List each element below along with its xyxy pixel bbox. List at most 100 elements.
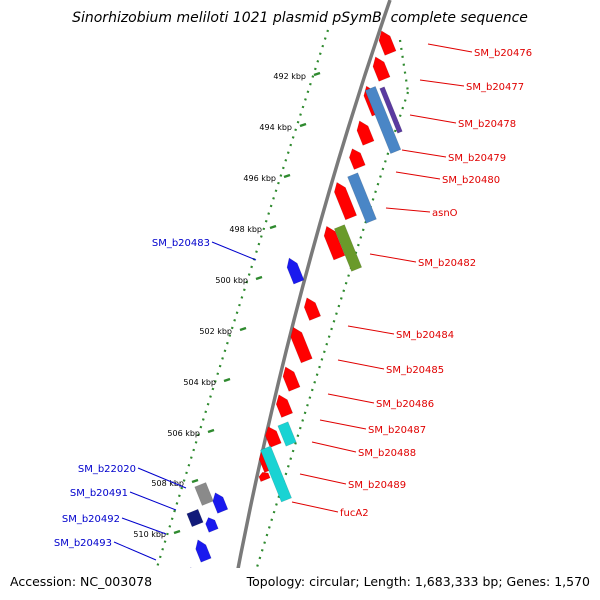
cds-forward-6-shape [334,181,358,221]
cds-forward-12 [264,426,282,448]
cog-box-purple [379,86,403,134]
cds-forward-6 [334,181,358,221]
scale-tick [223,377,231,383]
cog-box-blue-2-shape [347,172,377,224]
cds-forward-1 [378,30,397,56]
backbone-line [230,0,392,600]
cds-forward-10 [282,366,301,392]
cds-reverse-3 [205,517,219,533]
leader-line-sm_b22020 [137,467,187,489]
tick-track-1 [148,29,330,591]
scale-label-502-kbp: 502 kbp [199,327,232,336]
leader-line-sm_b20493 [113,541,157,561]
gene-label-sm_b20483: SM_b20483 [152,238,210,249]
scale-tick [239,326,247,332]
leader-line-asno [385,207,431,213]
cog-box-cyan-1-shape [277,421,297,447]
cds-forward-5-shape [348,148,366,170]
scale-tick [207,428,215,434]
cds-forward-10-shape [282,366,301,392]
leader-line-sm_b20476 [427,43,473,53]
cds-forward-2 [372,56,391,82]
scale-tick [191,478,199,484]
footer-background [0,568,600,600]
leader-line-sm_b20478 [409,114,457,124]
gene-label-asno: asnO [432,208,458,219]
accession-text: Accession: NC_003078 [10,574,152,589]
cds-forward-12-shape [264,426,282,448]
scale-label-510-kbp: 510 kbp [133,530,166,539]
leader-line-sm_b20487 [319,419,367,430]
leader-line-sm_b20491 [129,491,177,511]
cog-box-cyan-2 [260,445,292,503]
leader-line-sm_b20486 [327,393,375,404]
cds-reverse-3-shape [205,517,219,533]
cds-reverse-1-shape [286,257,305,285]
cog-box-olive [333,224,363,272]
cog-box-olive-shape [333,224,363,272]
cds-forward-8 [303,297,322,321]
cds-forward-11 [275,394,294,418]
leader-line-sm_b20483 [211,241,257,261]
cog-box-gray [194,482,214,506]
leader-line-sm_b20488 [311,441,357,453]
gene-label-sm_b20493: SM_b20493 [54,538,112,549]
map-title: Sinorhizobium meliloti 1021 plasmid pSym… [72,10,528,26]
gene-label-sm_b20479: SM_b20479 [448,153,506,164]
leader-line-sm_b20477 [419,79,465,87]
gene-label-sm_b20484: SM_b20484 [396,330,454,341]
gene-label-sm_b20480: SM_b20480 [442,175,500,186]
cds-forward-7 [323,225,346,261]
scale-label-504-kbp: 504 kbp [183,378,216,387]
cog-box-cyan-2-shape [260,445,292,503]
cds-forward-4-shape [356,120,375,146]
cog-box-blue-1 [364,86,402,154]
cds-reverse-2 [212,492,229,514]
tick-track-3 [398,39,410,93]
topology-text: Topology: circular; Length: 1,683,333 bp… [246,574,590,589]
tick-track-2 [248,91,410,591]
gene-label-sm_b20477: SM_b20477 [466,82,524,93]
scale-tick [299,122,307,128]
gene-label-sm_b20492: SM_b20492 [62,514,120,525]
leader-line-sm_b20482 [369,253,417,263]
cds-forward-9-shape [290,326,313,364]
cog-box-cyan-1 [277,421,297,447]
cog-box-blue-1-shape [364,86,402,154]
cds-reverse-4-shape [195,539,212,563]
cds-reverse-2-shape [212,492,229,514]
cog-box-purple-shape [379,86,403,134]
leader-line-sm_b20484 [347,325,395,335]
cog-box-navy [186,508,204,528]
leader-line-sm_b20479 [401,149,447,158]
leader-line-fuca2 [291,501,339,513]
cog-box-gray-shape [194,482,214,506]
cds-forward-14 [258,471,271,482]
cds-forward-2-shape [372,56,391,82]
cds-forward-14-shape [258,471,271,482]
scale-tick [313,71,321,77]
gene-label-sm_b20476: SM_b20476 [474,48,532,59]
gene-label-sm_b20491: SM_b20491 [70,488,128,499]
scale-label-498-kbp: 498 kbp [229,225,262,234]
gene-label-fuca2: fucA2 [340,508,369,519]
scale-tick [173,529,181,535]
scale-label-500-kbp: 500 kbp [215,276,248,285]
gene-label-sm_b20488: SM_b20488 [358,448,416,459]
cog-box-navy-shape [186,508,204,528]
gene-label-sm_b20486: SM_b20486 [376,399,434,410]
gene-label-sm_b20478: SM_b20478 [458,119,516,130]
scale-label-494-kbp: 494 kbp [259,123,292,132]
leader-line-sm_b20492 [121,517,167,535]
scale-tick [255,275,263,281]
leader-line-sm_b20485 [337,359,385,370]
scale-label-496-kbp: 496 kbp [243,174,276,183]
leader-line-sm_b20480 [395,171,441,180]
cds-forward-8-shape [303,297,322,321]
cds-forward-4 [356,120,375,146]
cds-reverse-1 [286,257,305,285]
scale-label-506-kbp: 506 kbp [167,429,200,438]
cds-forward-7-shape [323,225,346,261]
cds-reverse-4 [195,539,212,563]
